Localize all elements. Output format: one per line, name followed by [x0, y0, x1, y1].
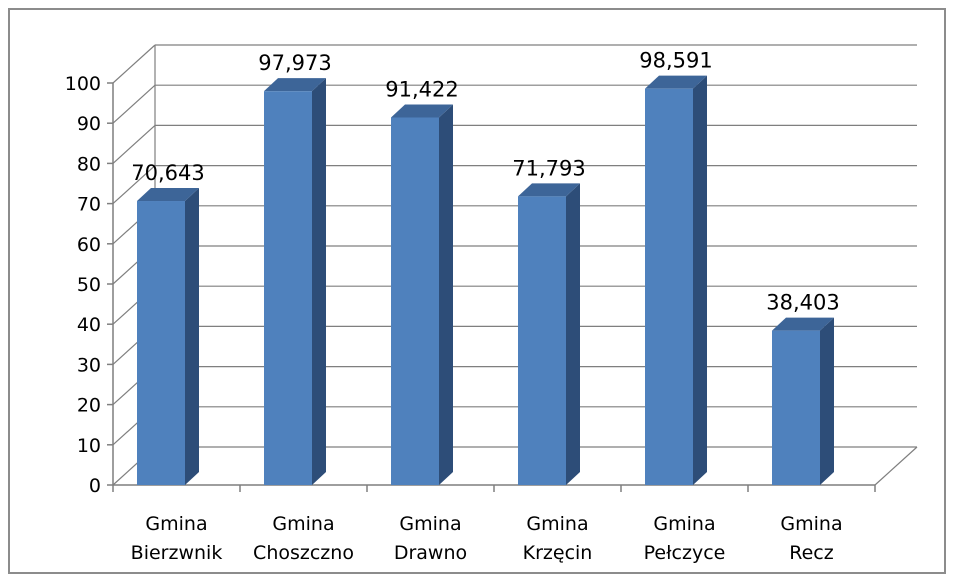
- data-label: 98,591: [639, 49, 712, 73]
- axes: [107, 82, 876, 492]
- bar-top: [264, 78, 326, 92]
- bar-top: [137, 188, 199, 202]
- gridline-slant: [112, 124, 156, 164]
- bar-side: [185, 188, 199, 485]
- bar-side: [566, 183, 580, 485]
- bar: [645, 75, 707, 485]
- gridline-slant: [112, 165, 156, 205]
- y-tick-label: 70: [77, 194, 101, 216]
- bar-front: [391, 117, 439, 486]
- data-label: 91,422: [385, 77, 458, 101]
- y-tick-label: 40: [77, 314, 101, 336]
- data-label: 38,403: [766, 291, 839, 315]
- bar-side: [693, 75, 707, 485]
- y-tick-label: 30: [77, 354, 101, 376]
- y-tick-label: 20: [77, 395, 101, 417]
- category-label: Gmina: [145, 513, 207, 535]
- y-tick-label: 60: [77, 234, 101, 256]
- y-tick-label: 50: [77, 274, 101, 296]
- labels: 0 10 20 30 40 50 60 70 80 90 100 70,643 Gmina Bierzwn…: [65, 49, 843, 564]
- bar-front: [137, 201, 185, 485]
- gridline-slant: [112, 44, 156, 84]
- category-label: Gmina: [526, 513, 588, 535]
- bar: [264, 78, 326, 486]
- bar: [518, 183, 580, 485]
- data-label: 97,973: [258, 51, 331, 75]
- bar-front: [645, 88, 693, 485]
- category-label: Drawno: [394, 542, 467, 564]
- category-label: Gmina: [653, 513, 715, 535]
- bar-top: [518, 183, 580, 197]
- bar: [137, 188, 199, 485]
- category-label: Gmina: [272, 513, 334, 535]
- category-label: Choszczno: [253, 542, 354, 564]
- y-tick-label: 90: [77, 113, 101, 135]
- data-label: 71,793: [512, 156, 585, 180]
- data-label: 70,643: [131, 161, 204, 185]
- category-label: Gmina: [399, 513, 461, 535]
- bars: [137, 75, 834, 486]
- category-label: Gmina: [780, 513, 842, 535]
- bar-front: [772, 330, 820, 485]
- y-tick-label: 10: [77, 435, 101, 457]
- bar-side: [820, 317, 834, 485]
- bar-top: [772, 317, 834, 331]
- y-tick-label: 80: [77, 153, 101, 175]
- category-label: Krzęcin: [523, 542, 593, 564]
- bar-front: [518, 196, 566, 485]
- bar: [772, 317, 834, 485]
- y-tick-label: 0: [89, 475, 101, 497]
- category-label: Bierzwnik: [131, 542, 223, 564]
- bar-side: [439, 104, 453, 486]
- floor-right-edge: [874, 446, 918, 486]
- bar-side: [312, 78, 326, 486]
- y-tick-label: 100: [65, 73, 101, 95]
- bar-front: [264, 91, 312, 486]
- category-label: Pełczyce: [644, 542, 726, 564]
- category-label: Recz: [789, 542, 833, 564]
- bar: [391, 104, 453, 486]
- bar-top: [645, 75, 707, 89]
- bar-top: [391, 104, 453, 118]
- gridline-slant: [112, 84, 156, 124]
